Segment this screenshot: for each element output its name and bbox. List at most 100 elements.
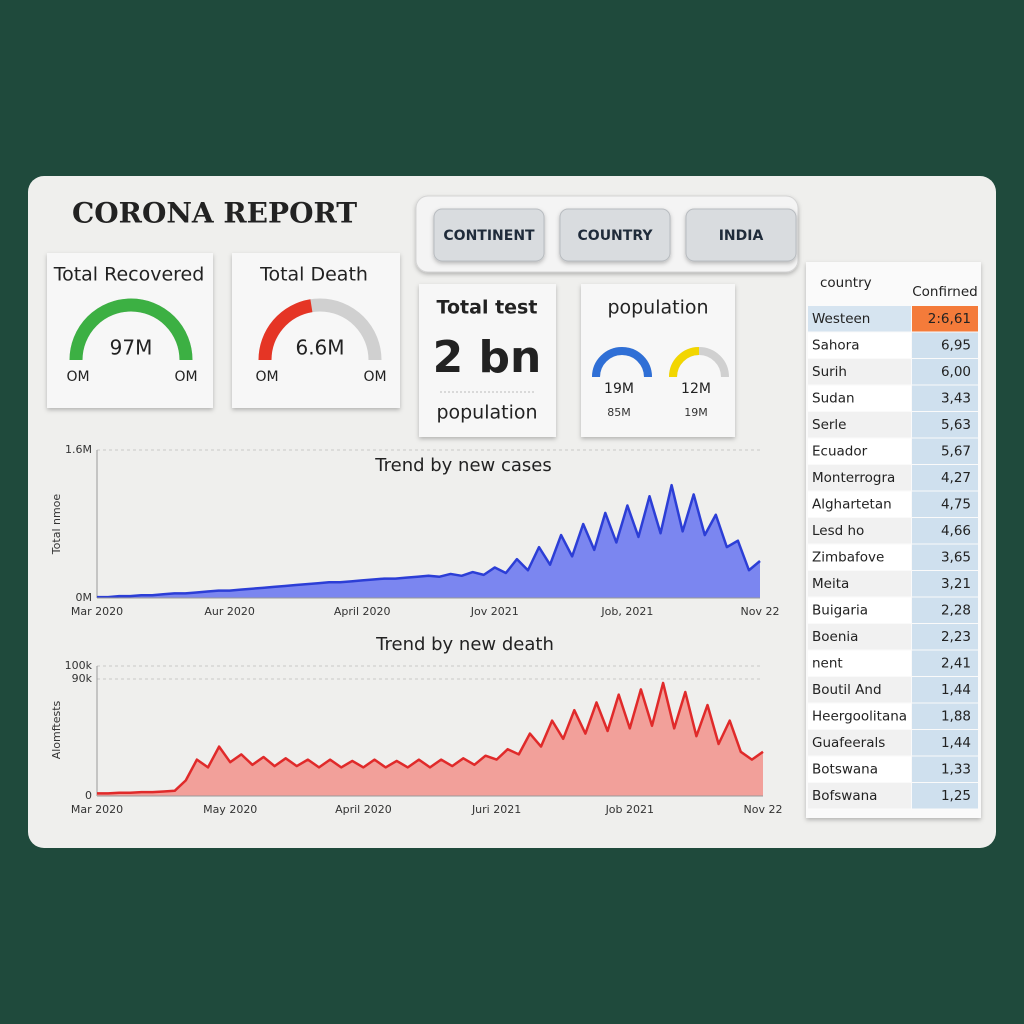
card-title: Total Recovered	[53, 264, 205, 286]
table-header: country	[820, 275, 872, 291]
table-cell	[808, 465, 911, 491]
gauge-sub: 19M	[684, 406, 708, 419]
table-cell	[912, 438, 978, 464]
country-name: Boenia	[812, 629, 858, 645]
table-cell	[808, 756, 911, 782]
gauge-value: 19M	[604, 381, 634, 397]
confirmed-value: 4,27	[941, 470, 971, 486]
country-name: Meita	[812, 576, 849, 592]
table-cell	[808, 332, 911, 358]
x-tick-label: May 2020	[203, 803, 257, 816]
gauge-sub: 85M	[607, 406, 631, 419]
confirmed-value: 2,23	[941, 629, 971, 645]
confirmed-value: 1,25	[941, 788, 971, 804]
y-tick-label: 0	[85, 789, 92, 802]
card-title: Total Death	[259, 264, 368, 286]
table-cell	[808, 518, 911, 544]
table-cell	[912, 677, 978, 703]
x-tick-label: Nov 22	[744, 803, 783, 816]
table-cell	[912, 730, 978, 756]
gauge-min: OM	[255, 369, 278, 385]
y-axis-label: Alomftests	[50, 700, 63, 759]
table-cell	[808, 385, 911, 411]
chart-title: Trend by new cases	[374, 455, 551, 476]
button-label[interactable]: COUNTRY	[578, 228, 654, 244]
confirmed-value: 1,33	[941, 762, 971, 778]
confirmed-value: 6,00	[941, 364, 971, 380]
gauge-min: OM	[66, 369, 89, 385]
table-cell	[808, 650, 911, 676]
country-name: Ecuador	[812, 444, 868, 460]
table-cell	[808, 359, 911, 385]
area-line	[97, 681, 764, 795]
stat-value: 2 bn	[433, 332, 542, 383]
x-tick-label: Aur 2020	[204, 605, 255, 618]
confirmed-value: 6,95	[941, 338, 971, 354]
button[interactable]	[685, 208, 797, 262]
country-name: Bofswana	[812, 788, 877, 804]
table-header: Confirned	[912, 284, 978, 300]
gauge-fill	[258, 299, 313, 361]
gauge-value: 12M	[681, 381, 711, 397]
country-name: Serle	[812, 417, 846, 433]
x-tick-label: Job, 2021	[600, 605, 653, 618]
country-name: Westeen	[812, 311, 870, 327]
gauge-max: OM	[174, 369, 197, 385]
gauge-value: 6.6M	[295, 336, 344, 360]
country-name: Botswana	[812, 762, 878, 778]
y-axis-label: Total nmoe	[50, 494, 63, 556]
card	[47, 253, 213, 408]
table-cell	[912, 518, 978, 544]
table-cell	[912, 650, 978, 676]
x-tick-label: Jov 2021	[470, 605, 519, 618]
button-label[interactable]: INDIA	[719, 228, 764, 244]
table-cell	[912, 412, 978, 438]
table-cell	[808, 703, 911, 729]
table-cell	[808, 306, 911, 332]
button-label[interactable]: CONTINENT	[443, 228, 535, 244]
gauge-fill	[592, 347, 652, 378]
confirmed-value: 3,65	[941, 550, 971, 566]
x-tick-label: Mar 2020	[71, 803, 123, 816]
card-title: Total test	[437, 297, 538, 319]
gauge-value: 97M	[110, 336, 153, 360]
country-name: Monterrogra	[812, 470, 895, 486]
x-tick-label: April 2020	[335, 803, 392, 816]
gauge-max: OM	[363, 369, 386, 385]
confirmed-value: 5,67	[941, 444, 971, 460]
y-tick-label: 1.6M	[65, 443, 92, 456]
table-cell	[808, 491, 911, 517]
confirmed-value: 2:6,61	[928, 311, 971, 327]
gauge-fill	[69, 298, 193, 361]
confirmed-value: 3,43	[941, 391, 971, 407]
confirmed-value: 3,21	[941, 576, 971, 592]
table-cell	[912, 491, 978, 517]
country-name: nent	[812, 656, 843, 672]
x-tick-label: April 2020	[334, 605, 391, 618]
table-cell	[808, 624, 911, 650]
table-cell	[808, 677, 911, 703]
country-name: Surih	[812, 364, 847, 380]
area-line	[97, 483, 761, 599]
table-cell	[808, 438, 911, 464]
table-cell	[808, 730, 911, 756]
table-cell	[912, 306, 978, 332]
confirmed-value: 2,28	[941, 603, 971, 619]
x-tick-label: Job 2021	[605, 803, 654, 816]
button[interactable]	[433, 208, 545, 262]
table-cell	[912, 624, 978, 650]
button[interactable]	[559, 208, 671, 262]
country-name: Boutil And	[812, 682, 882, 698]
confirmed-value: 2,41	[941, 656, 971, 672]
table-cell	[808, 571, 911, 597]
table-cell	[912, 703, 978, 729]
table-cell	[912, 385, 978, 411]
confirmed-value: 4,66	[941, 523, 971, 539]
country-name: Buigaria	[812, 603, 868, 619]
country-name: Guafeerals	[812, 735, 885, 751]
confirmed-value: 1,44	[941, 735, 971, 751]
y-tick-label: 0M	[76, 591, 93, 604]
chart-title: Trend by new death	[375, 634, 554, 655]
